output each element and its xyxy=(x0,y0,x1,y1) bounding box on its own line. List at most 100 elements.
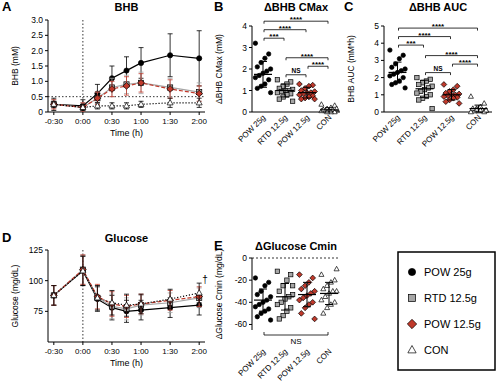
x-tick xyxy=(199,342,200,345)
data-point xyxy=(415,91,419,95)
x-tick-label: 1:30 xyxy=(162,347,178,356)
y-axis-line xyxy=(384,26,385,112)
y-tick xyxy=(45,280,48,281)
category-label: POW 12.5g xyxy=(276,113,312,149)
sd-cap xyxy=(281,310,289,311)
x-tick-label: 1:00 xyxy=(133,117,149,126)
x-tick xyxy=(111,112,112,115)
error-bar xyxy=(168,289,173,309)
y-tick-label: 125 xyxy=(29,245,43,255)
data-point xyxy=(255,86,259,90)
error-cap xyxy=(168,312,173,313)
sd-cap xyxy=(325,112,333,113)
error-cap xyxy=(139,92,144,93)
data-point xyxy=(255,65,259,69)
error-bar xyxy=(139,101,144,107)
reference-line xyxy=(48,96,205,97)
data-point xyxy=(334,266,339,271)
data-point xyxy=(297,81,303,87)
data-point xyxy=(456,101,462,107)
error-bar xyxy=(124,103,129,109)
error-cap xyxy=(197,85,202,86)
error-cap xyxy=(109,108,114,109)
category-label: POW 12.5g xyxy=(420,113,456,149)
data-point xyxy=(196,90,203,97)
y-tick xyxy=(45,96,48,97)
sd-stem xyxy=(329,282,330,304)
data-point xyxy=(325,305,330,310)
y-axis-label: ΔGlucose Cmin (mg/dL) xyxy=(214,248,224,339)
error-cap xyxy=(109,318,114,319)
data-point xyxy=(197,56,202,61)
data-point xyxy=(51,102,56,107)
error-cap xyxy=(51,108,56,109)
chart-title: ΔBHB CMax xyxy=(264,1,329,13)
sd-stem xyxy=(263,289,264,311)
data-point xyxy=(51,101,57,106)
y-tick-label: 4 xyxy=(242,21,247,31)
data-point xyxy=(310,275,316,281)
x-tick xyxy=(53,342,54,345)
error-bar xyxy=(197,98,202,107)
error-cap xyxy=(139,313,144,314)
error-cap xyxy=(197,283,202,284)
error-bar xyxy=(80,256,85,285)
y-tick-label: -60 xyxy=(235,319,248,329)
data-point xyxy=(267,78,271,82)
error-cap xyxy=(109,316,114,317)
series-line xyxy=(54,103,199,108)
y-tick xyxy=(249,47,252,48)
error-cap xyxy=(80,110,85,111)
error-cap xyxy=(51,305,56,306)
sd-cap xyxy=(259,87,267,88)
x-tick xyxy=(111,342,112,345)
error-cap xyxy=(197,307,202,308)
sd-cap xyxy=(303,98,311,99)
sd-bar xyxy=(394,62,402,83)
y-tick-label: 0 xyxy=(242,107,247,117)
y-tick xyxy=(249,302,252,303)
error-cap xyxy=(168,98,173,99)
plot-area xyxy=(50,250,202,342)
category-label: CON xyxy=(314,347,333,366)
error-bar xyxy=(51,286,56,306)
legend-label: POW 12.5g xyxy=(424,318,481,330)
sd-stem xyxy=(263,61,264,87)
data-point xyxy=(80,105,85,110)
data-point xyxy=(319,297,324,302)
error-cap xyxy=(51,285,56,286)
error-cap xyxy=(80,285,85,286)
x-tick-label: 2:00 xyxy=(191,117,207,126)
y-tick xyxy=(381,112,384,113)
error-bar xyxy=(139,294,144,314)
error-bar xyxy=(51,286,56,306)
x-tick xyxy=(141,342,142,345)
y-tick-label: 0 xyxy=(38,107,43,117)
category-label: CON xyxy=(314,113,333,132)
x-tick-label: 1:30 xyxy=(162,117,178,126)
y-tick xyxy=(249,112,252,113)
data-point xyxy=(80,268,86,273)
error-cap xyxy=(109,78,114,79)
x-tick xyxy=(170,342,171,345)
chart-title: Glucose xyxy=(105,232,148,244)
sd-bar xyxy=(448,90,456,100)
data-point xyxy=(51,293,56,298)
error-cap xyxy=(197,82,202,83)
plot-area xyxy=(48,20,205,112)
data-point xyxy=(255,315,259,319)
error-bar xyxy=(51,100,56,109)
x-axis-line xyxy=(48,112,205,113)
error-cap xyxy=(139,319,144,320)
data-point xyxy=(277,289,281,293)
y-tick xyxy=(45,112,48,113)
y-tick xyxy=(381,94,384,95)
sd-stem xyxy=(307,87,308,98)
data-point xyxy=(124,103,130,108)
error-cap xyxy=(80,112,85,113)
legend-marker xyxy=(407,319,416,328)
error-cap xyxy=(168,289,173,290)
x-tick-label: 0:30 xyxy=(104,117,120,126)
y-tick xyxy=(45,250,48,251)
data-point xyxy=(330,288,335,293)
